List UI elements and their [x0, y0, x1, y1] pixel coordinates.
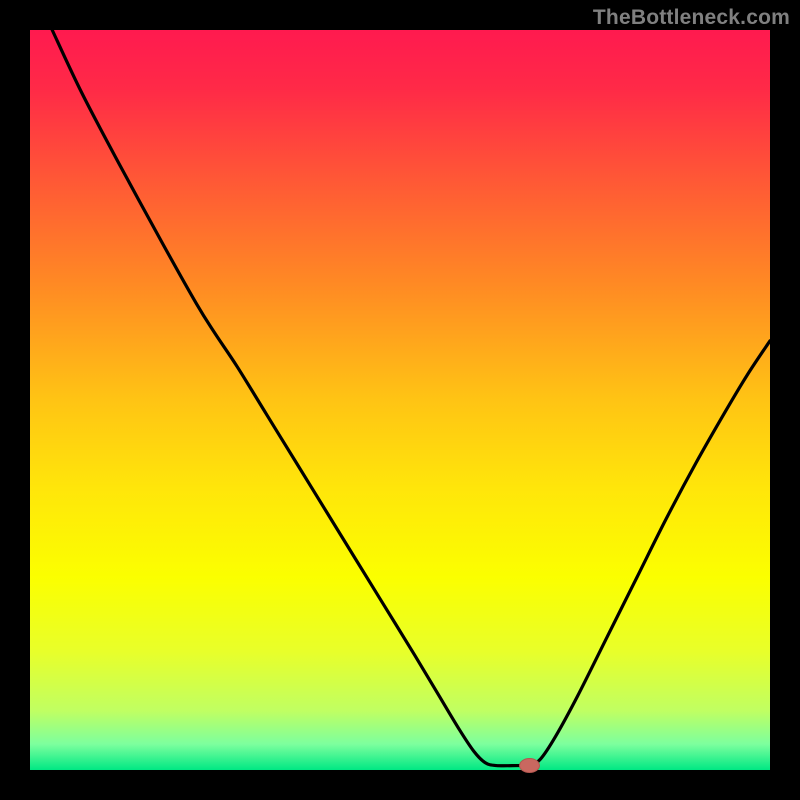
- plot-background: [30, 30, 770, 770]
- optimal-point-marker: [520, 759, 540, 773]
- chart-container: TheBottleneck.com: [0, 0, 800, 800]
- watermark-text: TheBottleneck.com: [593, 6, 790, 30]
- bottleneck-curve-chart: [0, 0, 800, 800]
